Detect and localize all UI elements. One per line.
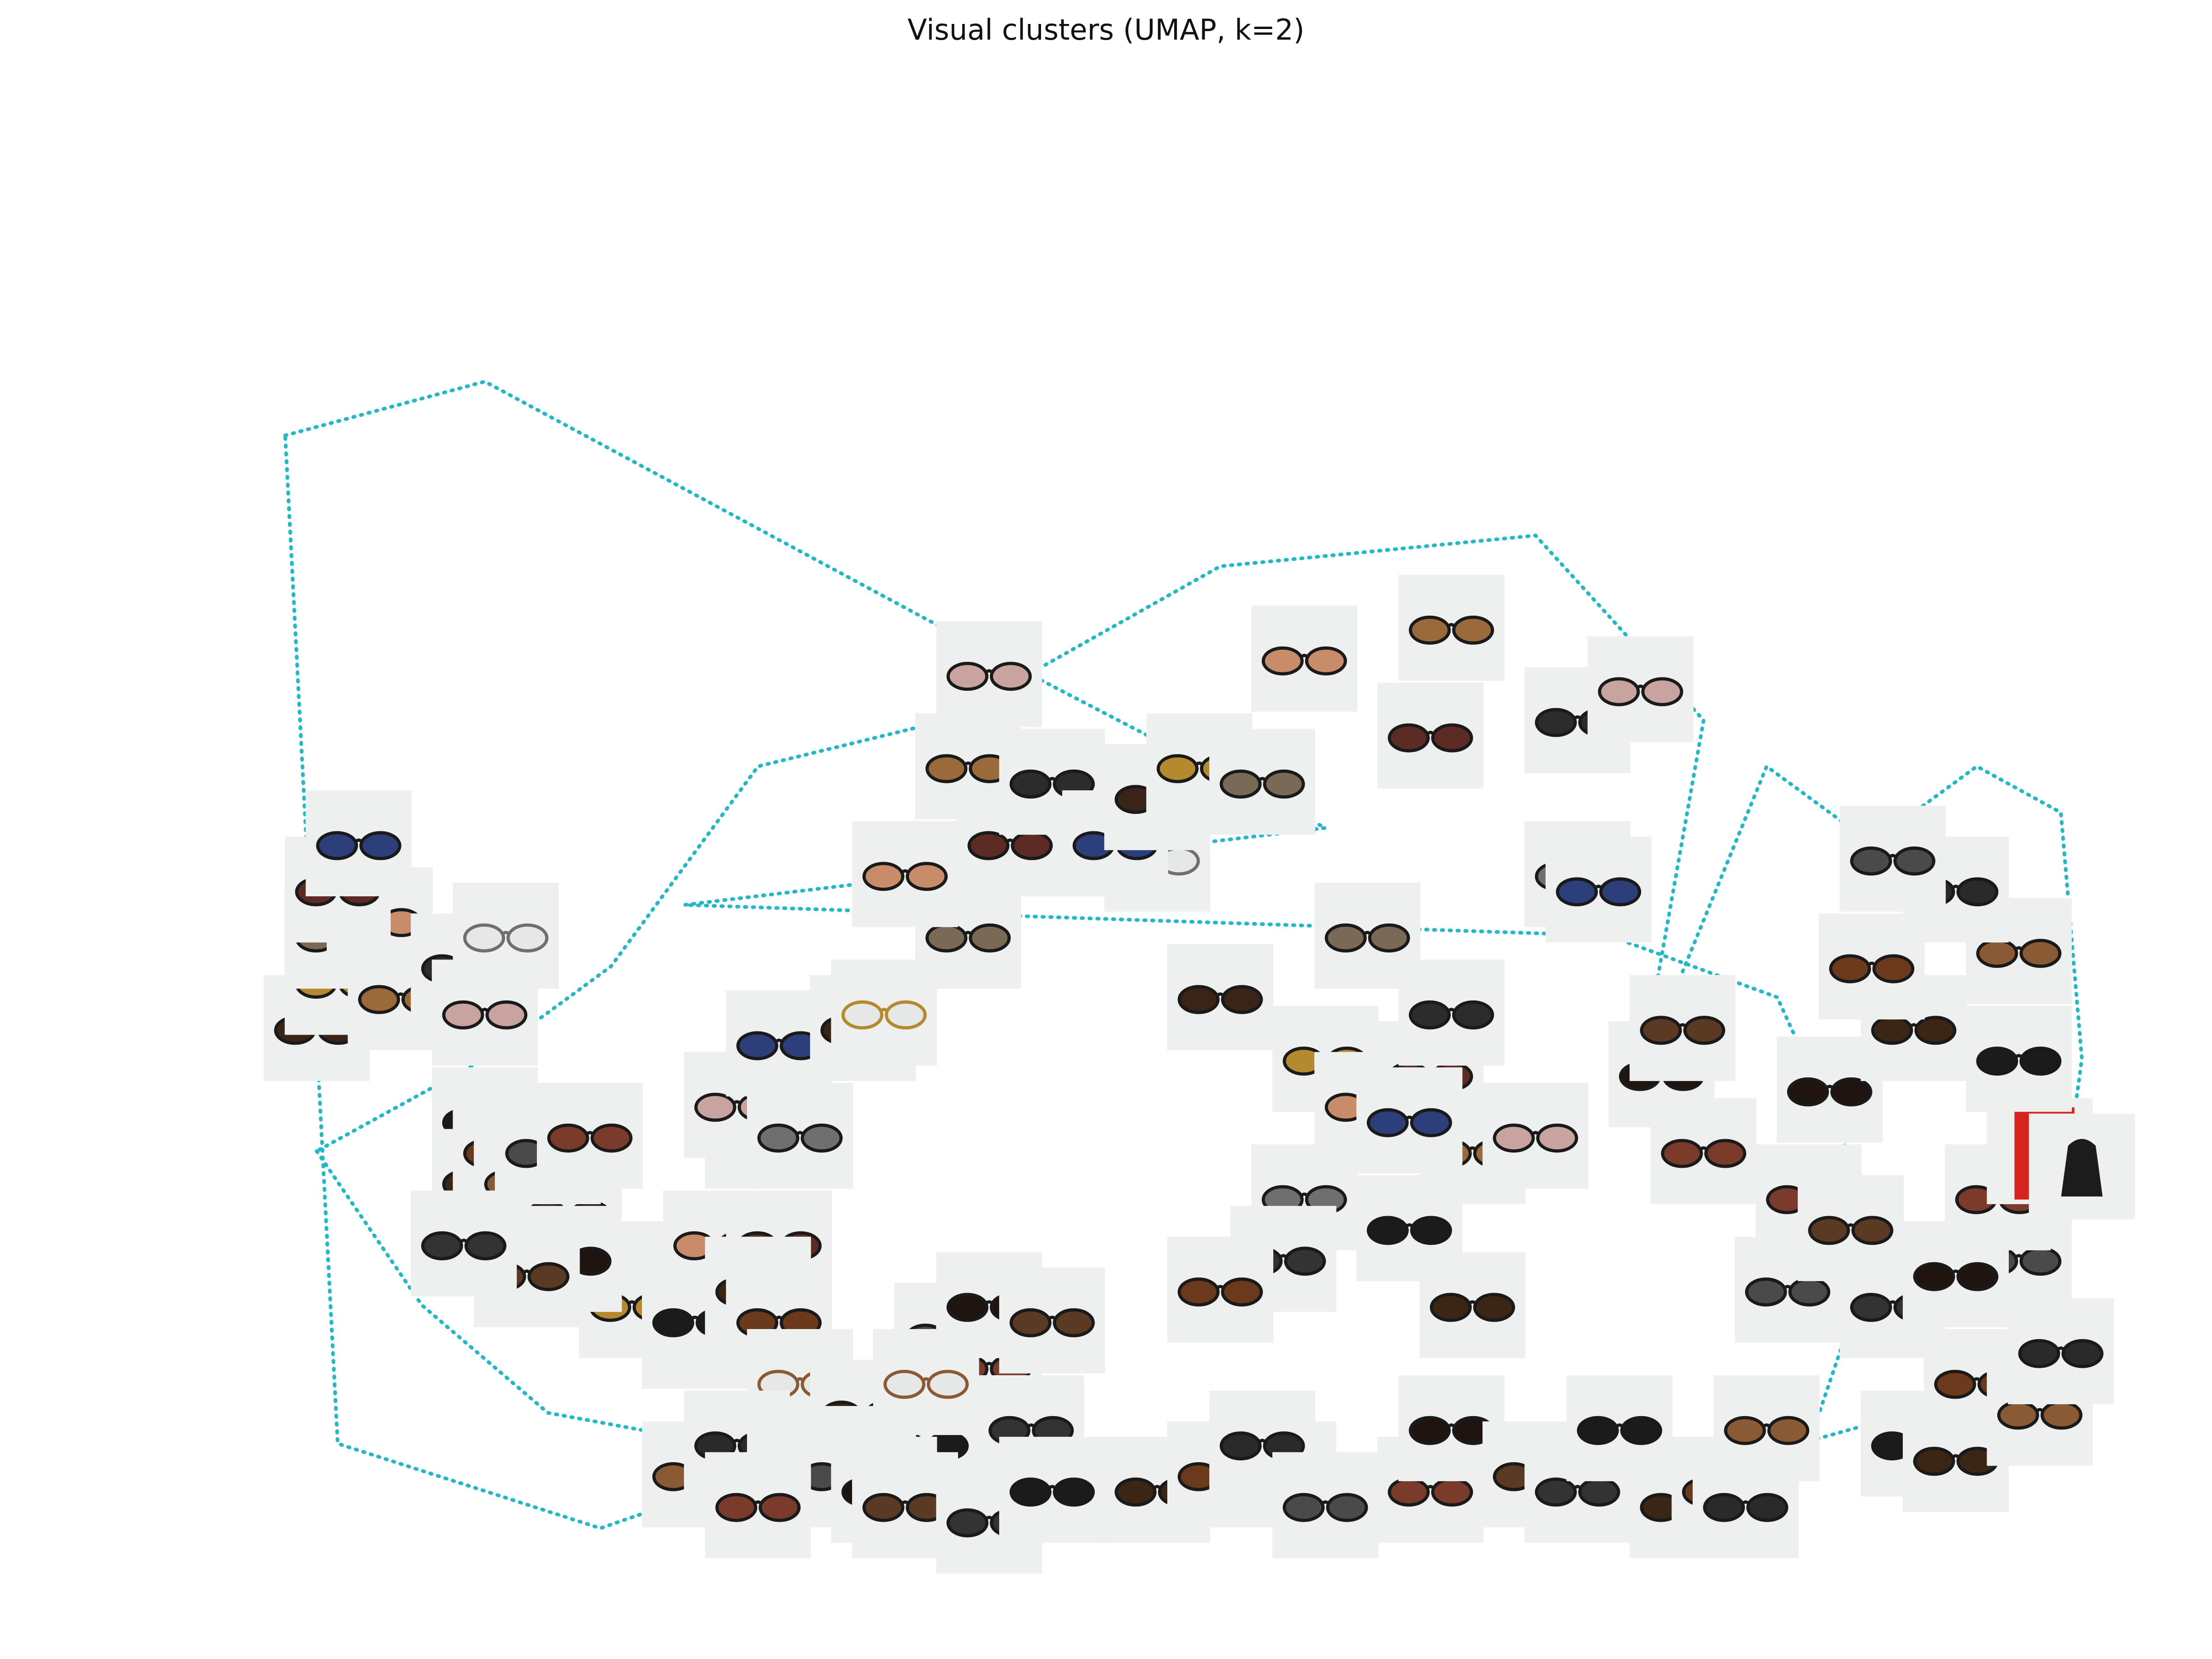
thumbnail-point [705, 1452, 811, 1559]
thumbnail-point [411, 1190, 517, 1297]
thumbnail-point [1398, 959, 1505, 1066]
cluster-hull-1 [314, 533, 2084, 1477]
thumbnail-point [1272, 1452, 1378, 1559]
thumbnail-point [915, 882, 1021, 989]
thumbnail-point [873, 1329, 979, 1435]
thumbnail-point [1356, 1067, 1463, 1174]
thumbnail-point [1251, 606, 1358, 712]
thumbnail-point [2008, 1298, 2114, 1405]
thumbnail-point [1693, 1452, 1799, 1559]
thumbnail-point [453, 882, 559, 989]
thumbnail-point [747, 1082, 853, 1189]
thumbnail-point [1398, 575, 1505, 681]
thumbnail-point [1965, 1006, 2072, 1112]
thumbnail-point [1735, 1236, 1841, 1343]
thumbnail-point [936, 621, 1042, 727]
thumbnail-point [1483, 1082, 1588, 1189]
thumbnail-point [1840, 806, 1946, 912]
thumbnail-point [2029, 1113, 2135, 1220]
thumbnail-point [537, 1082, 643, 1189]
thumbnail-point [1588, 636, 1694, 742]
thumbnail-point [1419, 1252, 1526, 1358]
chart-title: Visual clusters (UMAP, k=2) [907, 13, 1305, 47]
thumbnail-point [1545, 836, 1652, 943]
thumbnail-point [1377, 682, 1483, 789]
thumbnail-point [999, 1267, 1106, 1374]
thumbnail-point [1167, 944, 1273, 1050]
thumbnail-point [1167, 1236, 1273, 1343]
thumbnail-point [1903, 1221, 2009, 1328]
thumbnail-point [1630, 975, 1736, 1081]
thumbnail-point [999, 1436, 1106, 1543]
thumbnail-point [852, 821, 958, 927]
thumbnail-points [264, 575, 2135, 1574]
thumbnail-point [306, 790, 412, 896]
thumbnail-point [1209, 729, 1316, 835]
